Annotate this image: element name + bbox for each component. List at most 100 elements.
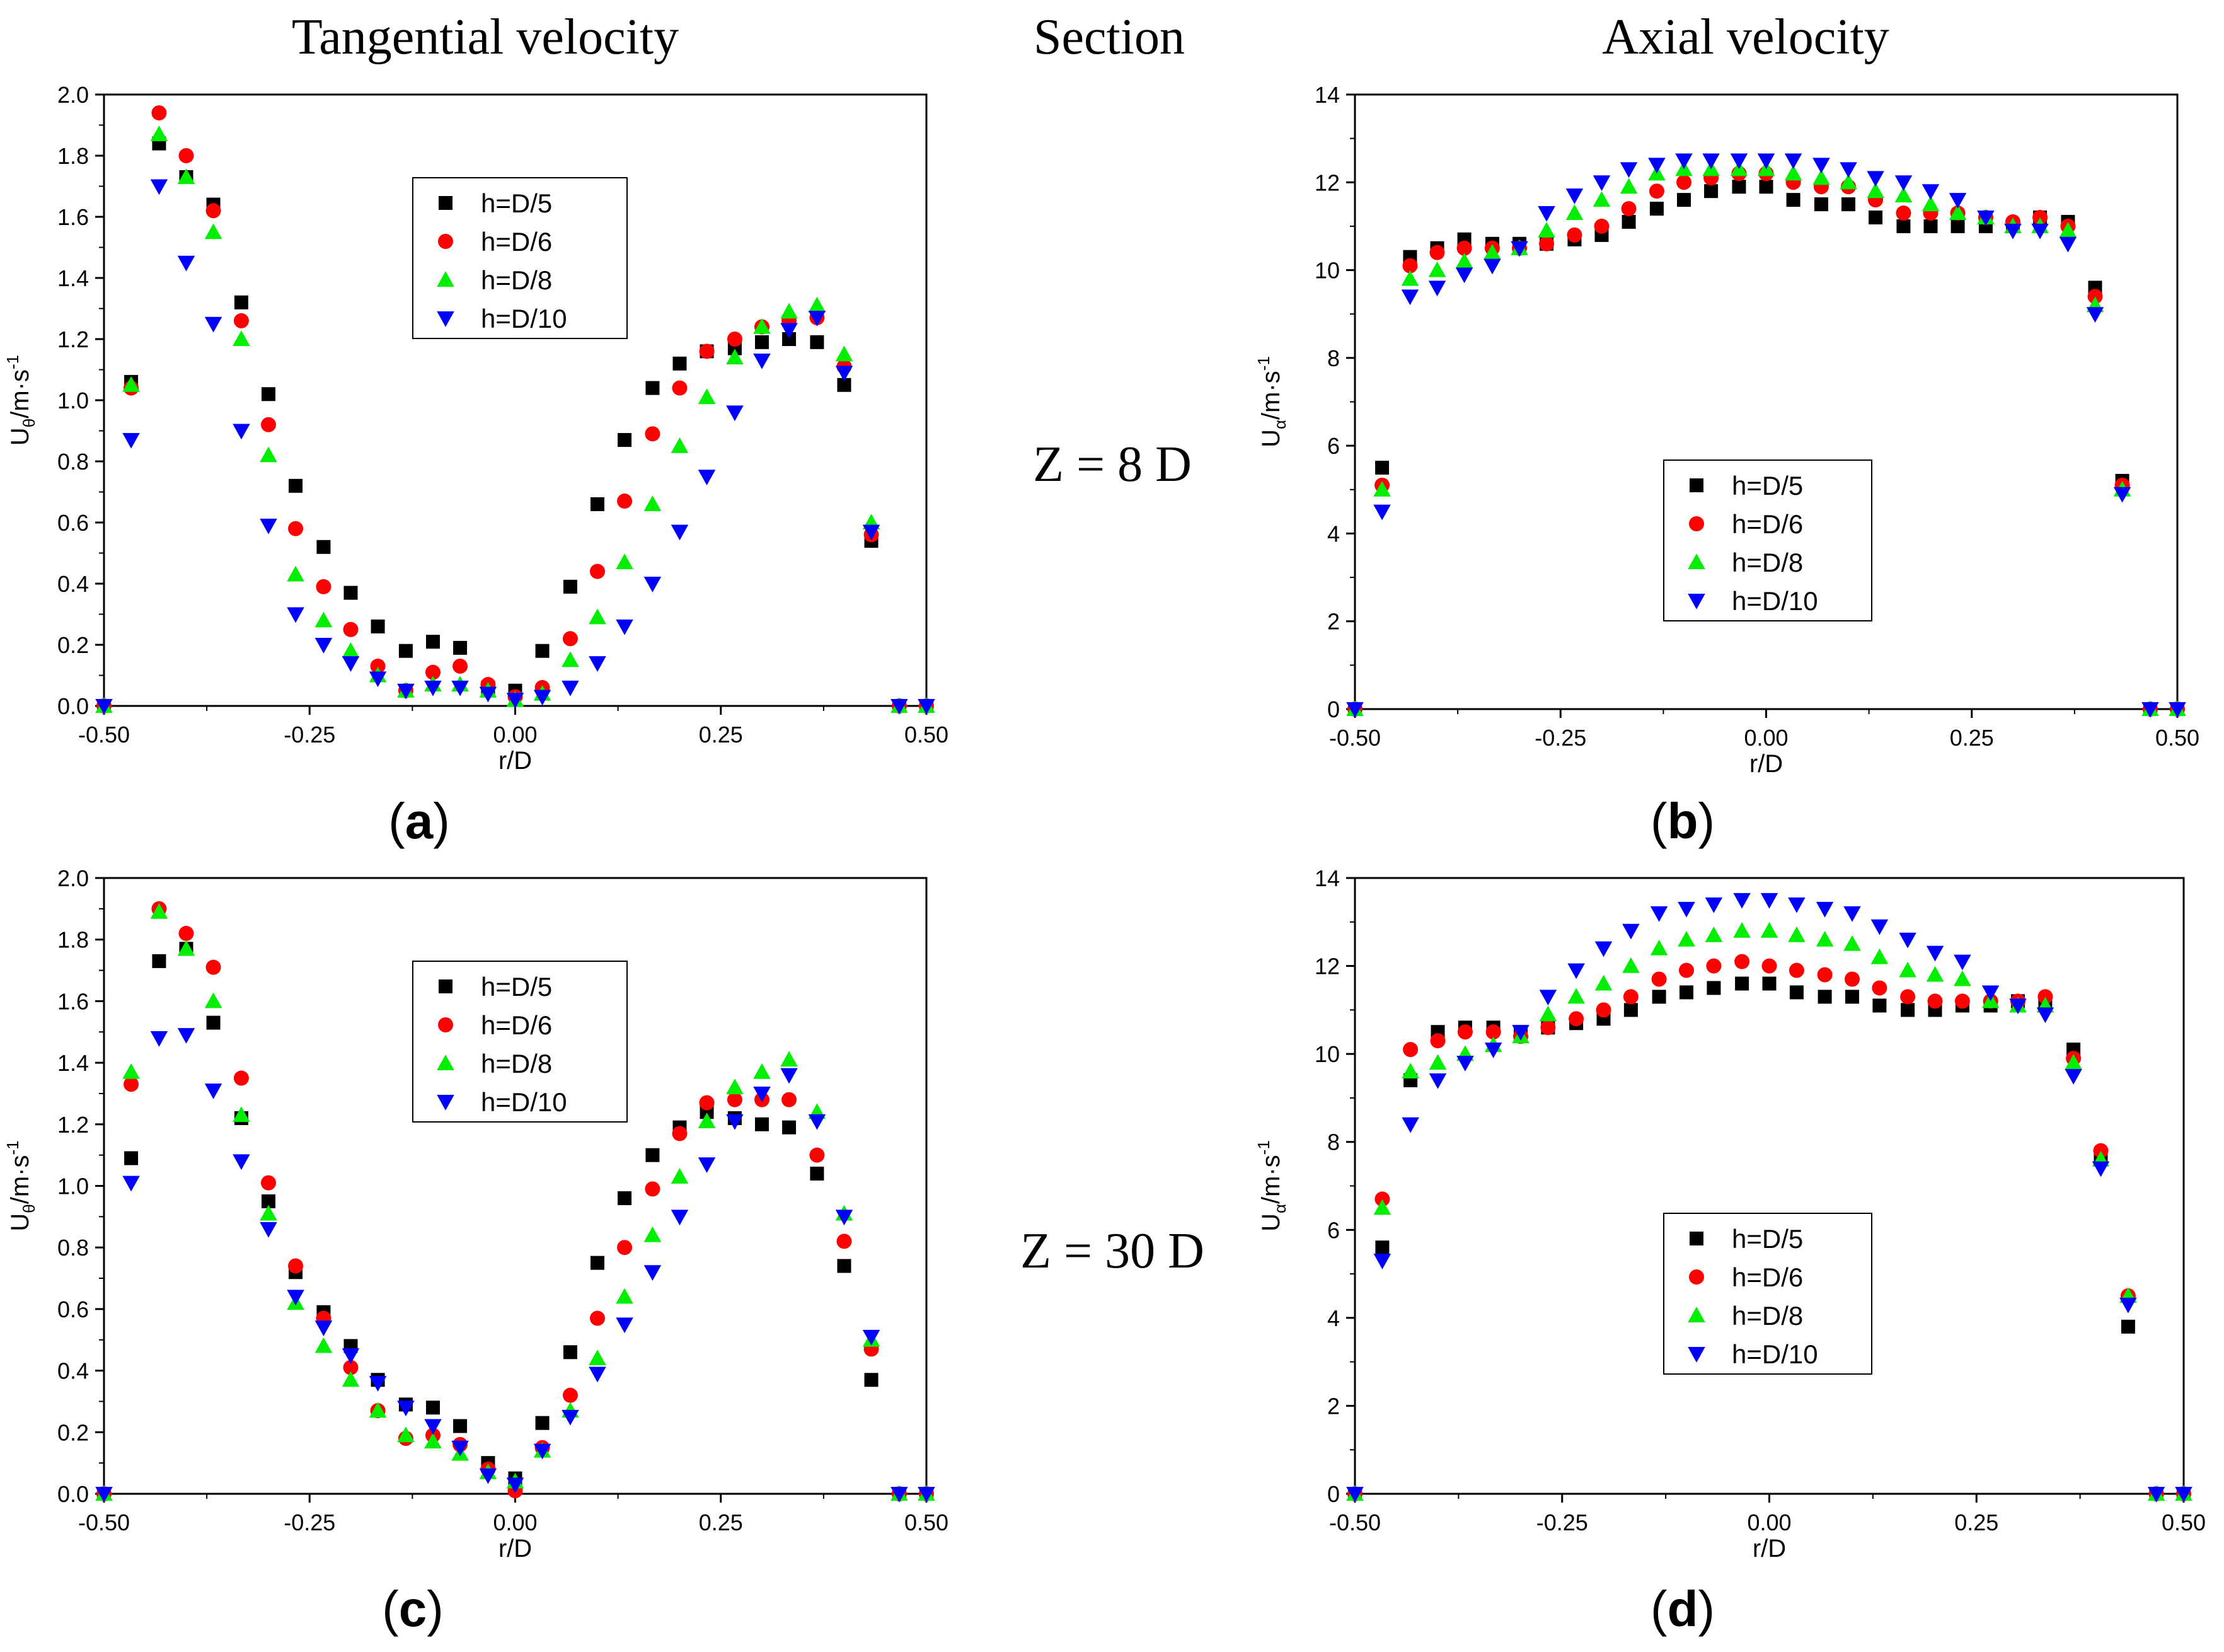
- y-tick-label: 12: [1315, 170, 1340, 195]
- header-tangential: Tangential velocity: [291, 9, 679, 65]
- data-point: [699, 344, 715, 359]
- data-point: [1843, 906, 1861, 922]
- panel-label: (c): [382, 1581, 444, 1637]
- legend-marker: [438, 234, 453, 249]
- data-point: [1894, 175, 1913, 192]
- data-point: [1456, 1056, 1474, 1071]
- data-point: [1840, 173, 1857, 190]
- data-point: [1814, 197, 1828, 212]
- data-point: [590, 563, 605, 579]
- data-point: [1843, 935, 1861, 951]
- data-point: [314, 638, 333, 654]
- legend: h=D/5 h=D/6 h=D/8 h=D/10: [412, 177, 628, 339]
- data-point: [862, 1329, 880, 1346]
- legend-label: h=D/5: [481, 972, 552, 1002]
- data-point: [371, 619, 385, 633]
- data-point: [698, 470, 716, 485]
- y-tick-label: 1.0: [57, 388, 89, 413]
- data-point: [1869, 211, 1883, 224]
- legend-marker: [439, 979, 452, 993]
- y-tick-label: 0.8: [57, 1235, 89, 1261]
- data-point: [262, 1194, 275, 1208]
- data-point: [616, 1317, 633, 1334]
- data-point: [150, 179, 168, 195]
- data-point: [1539, 236, 1555, 251]
- x-tick-label: -0.25: [1535, 725, 1586, 751]
- data-point: [1485, 1024, 1501, 1040]
- data-point: [178, 925, 194, 941]
- data-point: [1650, 906, 1668, 922]
- y-tick-label: 10: [1315, 1041, 1340, 1067]
- data-point: [1702, 153, 1720, 170]
- legend-marker: [437, 271, 454, 287]
- data-point: [1950, 219, 1965, 233]
- series-h=D/6: [1347, 166, 2185, 717]
- data-point: [1594, 974, 1613, 991]
- data-point: [233, 424, 250, 440]
- data-point: [1401, 270, 1419, 286]
- data-point: [1538, 222, 1555, 238]
- x-axis-label: r/D: [498, 747, 532, 775]
- data-point: [780, 1051, 798, 1067]
- panel-label: (a): [388, 793, 450, 849]
- data-point: [1402, 1063, 1419, 1079]
- data-point: [1818, 990, 1832, 1004]
- chart-b: -0.50 -0.25 0.00 0.25 0.50 0 2 4 6 8 10 12 14 r/D Uα/m…: [1254, 82, 2199, 849]
- legend-marker: [1689, 1269, 1704, 1285]
- data-point: [1593, 175, 1611, 192]
- data-point: [671, 1210, 689, 1226]
- x-tick-label: 0.50: [2162, 1510, 2206, 1535]
- y-tick-label: 1.4: [57, 1050, 89, 1076]
- data-point: [1734, 954, 1750, 969]
- legend-marker: [1688, 553, 1705, 569]
- data-point: [1373, 1254, 1391, 1269]
- data-point: [1649, 202, 1664, 216]
- data-point: [122, 376, 140, 392]
- data-point: [1429, 1073, 1447, 1089]
- data-point: [1954, 993, 1970, 1009]
- data-point: [343, 621, 359, 637]
- data-point: [205, 959, 221, 975]
- data-point: [1733, 892, 1751, 909]
- y-tick-label: 0.4: [57, 1358, 89, 1384]
- data-point: [1812, 158, 1830, 174]
- legend-marker: [1690, 1232, 1703, 1245]
- data-point: [755, 335, 769, 349]
- data-point: [1789, 985, 1804, 1000]
- data-point: [781, 1092, 797, 1107]
- data-point: [2059, 236, 2077, 253]
- data-point: [1596, 1002, 1611, 1018]
- data-point: [95, 699, 113, 715]
- data-point: [671, 524, 689, 541]
- data-point: [1569, 1011, 1584, 1027]
- data-point: [151, 105, 167, 121]
- data-point: [535, 1416, 550, 1430]
- data-point: [1872, 998, 1887, 1013]
- data-point: [1900, 989, 1916, 1005]
- data-point: [177, 940, 195, 956]
- legend-label: h=D/5: [1732, 1224, 1803, 1254]
- data-point: [1649, 183, 1664, 199]
- data-point: [425, 664, 441, 680]
- x-tick-label: 0.25: [699, 1510, 743, 1535]
- data-point: [862, 524, 880, 541]
- y-tick-label: 2: [1327, 1393, 1340, 1419]
- data-point: [645, 381, 660, 395]
- data-point: [506, 1477, 524, 1494]
- data-point: [2065, 1069, 2082, 1085]
- data-point: [589, 1349, 606, 1366]
- data-point: [177, 1028, 195, 1044]
- series-h=D/8: [1346, 160, 2186, 716]
- data-point: [397, 683, 415, 700]
- data-point: [1650, 939, 1668, 956]
- y-axis-label: Uθ/m·s-1: [3, 355, 38, 446]
- data-point: [1705, 926, 1723, 942]
- data-point: [452, 658, 468, 674]
- data-point: [1540, 1020, 1556, 1036]
- data-point: [2141, 702, 2159, 718]
- data-point: [616, 619, 633, 635]
- data-point: [1845, 971, 1860, 987]
- data-point: [780, 323, 798, 339]
- data-point: [810, 335, 824, 349]
- data-point: [1594, 218, 1610, 234]
